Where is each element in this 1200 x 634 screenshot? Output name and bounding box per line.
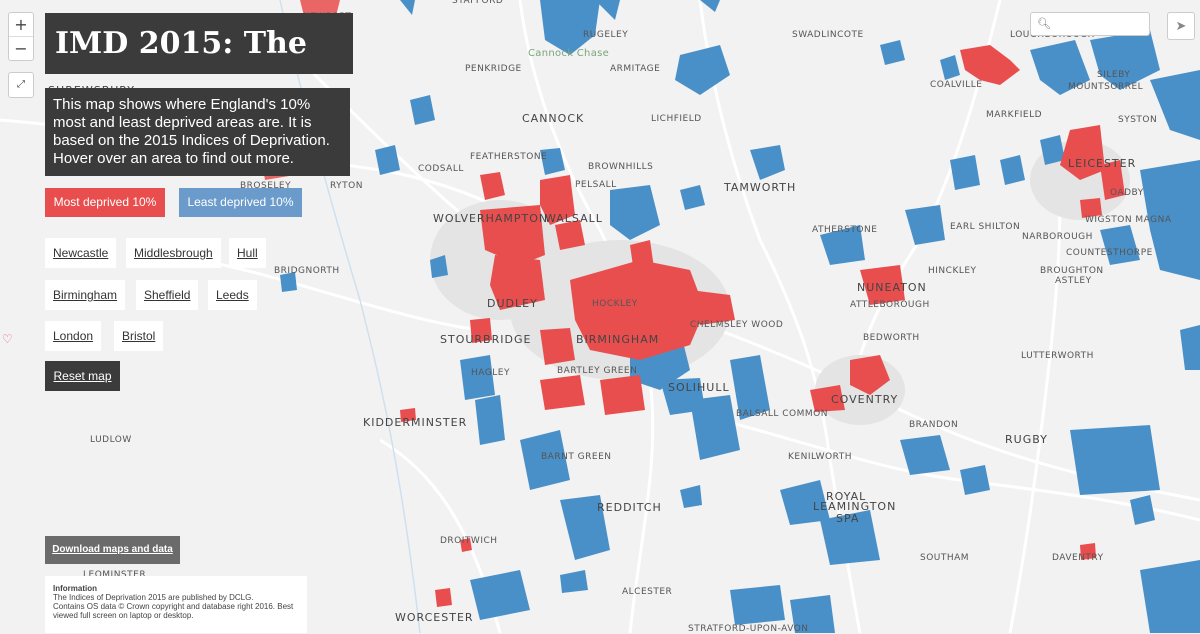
city-link-hull[interactable]: Hull bbox=[229, 238, 266, 268]
place-label: CANNOCK bbox=[522, 112, 585, 125]
place-label: BRIDGNORTH bbox=[274, 266, 340, 276]
place-label: SOUTHAM bbox=[920, 553, 970, 563]
place-label: STAFFORD bbox=[452, 0, 504, 6]
zoom-in-button[interactable]: + bbox=[14, 15, 28, 34]
place-label: PELSALL bbox=[575, 180, 617, 190]
place-label: LICHFIELD bbox=[651, 114, 702, 124]
info-heading: Information bbox=[53, 584, 97, 593]
place-label: BROUGHTON bbox=[1040, 266, 1104, 276]
place-label: TAMWORTH bbox=[724, 181, 797, 194]
most-deprived-button[interactable]: Most deprived 10% bbox=[45, 188, 165, 217]
map-description: This map shows where England's 10% most … bbox=[45, 88, 350, 176]
download-button[interactable]: Download maps and data bbox=[45, 536, 180, 564]
search-input[interactable] bbox=[1053, 15, 1149, 35]
locate-icon[interactable]: ➤ bbox=[1167, 12, 1195, 40]
fullscreen-icon[interactable]: ⤢ bbox=[8, 72, 34, 98]
place-label: COUNTESTHORPE bbox=[1066, 248, 1153, 258]
place-label: SYSTON bbox=[1118, 115, 1158, 125]
place-label: SPA bbox=[836, 512, 860, 525]
city-link-london[interactable]: London bbox=[45, 321, 102, 351]
place-label: STOURBRIDGE bbox=[440, 333, 532, 346]
place-label: COALVILLE bbox=[930, 80, 983, 90]
least-deprived-button[interactable]: Least deprived 10% bbox=[179, 188, 302, 217]
place-label: Cannock Chase bbox=[528, 48, 610, 59]
place-label: HINCKLEY bbox=[928, 266, 977, 276]
place-label: KIDDERMINSTER bbox=[363, 416, 468, 429]
place-label: NARBOROUGH bbox=[1022, 232, 1093, 242]
least-deprived-areas[interactable] bbox=[280, 0, 1200, 633]
place-label: WIGSTON MAGNA bbox=[1085, 215, 1172, 225]
place-label: RYTON bbox=[330, 181, 363, 191]
place-label: SOLIHULL bbox=[668, 381, 730, 394]
place-label: WOLVERHAMPTON bbox=[433, 212, 549, 225]
place-label: LEAMINGTON bbox=[813, 500, 897, 513]
place-label: LEOMINSTER bbox=[83, 570, 147, 580]
place-label: HOCKLEY bbox=[592, 299, 638, 309]
info-text-line2: Contains OS data © Crown copyright and d… bbox=[53, 602, 294, 620]
place-label: SILEBY bbox=[1097, 70, 1131, 80]
place-label: DAVENTRY bbox=[1052, 553, 1104, 563]
place-label: BARTLEY GREEN bbox=[557, 366, 638, 376]
place-label: RUGBY bbox=[1005, 433, 1048, 446]
place-label: ROYAL bbox=[826, 490, 867, 503]
place-label: HAGLEY bbox=[471, 368, 510, 378]
city-link-bristol[interactable]: Bristol bbox=[114, 321, 164, 351]
place-label: WALSALL bbox=[545, 212, 603, 225]
place-label: DROITWICH bbox=[440, 536, 498, 546]
search-icon: 🔍︎ bbox=[1037, 18, 1051, 30]
place-label: BIRMINGHAM bbox=[576, 333, 660, 346]
place-label: BROWNHILLS bbox=[588, 162, 654, 172]
place-label: MOUNTSORREL bbox=[1068, 82, 1144, 92]
place-label: KENILWORTH bbox=[788, 452, 853, 462]
info-text-line1: The Indices of Deprivation 2015 are publ… bbox=[53, 593, 254, 602]
zoom-out-button[interactable]: − bbox=[9, 36, 33, 60]
place-label: ATHERSTONE bbox=[812, 225, 878, 235]
heart-icon[interactable]: ♡ bbox=[2, 332, 13, 346]
zoom-control: + − bbox=[8, 12, 34, 61]
place-label: PENKRIDGE bbox=[465, 64, 522, 74]
place-label: EARL SHILTON bbox=[950, 222, 1021, 232]
place-label: OADBY bbox=[1110, 188, 1144, 198]
city-link-newcastle[interactable]: Newcastle bbox=[45, 238, 117, 268]
place-label: ARMITAGE bbox=[610, 64, 661, 74]
place-label: DUDLEY bbox=[487, 297, 538, 310]
place-label: LUTTERWORTH bbox=[1021, 351, 1094, 361]
city-link-birmingham[interactable]: Birmingham bbox=[45, 280, 126, 310]
reset-map-button[interactable]: Reset map bbox=[45, 361, 120, 391]
place-label: RUGELEY bbox=[583, 30, 629, 40]
city-link-sheffield[interactable]: Sheffield bbox=[136, 280, 199, 310]
place-label: BRANDON bbox=[909, 420, 959, 430]
place-label: BROSELEY bbox=[240, 181, 292, 191]
place-label: BALSALL COMMON bbox=[736, 409, 828, 419]
city-link-middlesbrough[interactable]: Middlesbrough bbox=[126, 238, 221, 268]
place-label: BARNT GREEN bbox=[541, 452, 612, 462]
city-link-leeds[interactable]: Leeds bbox=[208, 280, 257, 310]
place-label: BEDWORTH bbox=[863, 333, 920, 343]
place-label: SWADLINCOTE bbox=[792, 30, 864, 40]
place-label: CHELMSLEY WOOD bbox=[690, 320, 784, 330]
info-box: Information The Indices of Deprivation 2… bbox=[45, 576, 307, 633]
place-label: LUDLOW bbox=[90, 435, 132, 445]
place-label: ALCESTER bbox=[622, 587, 673, 597]
place-label: ASTLEY bbox=[1055, 276, 1092, 286]
page-title: IMD 2015: The 10% bbox=[45, 13, 353, 122]
place-label: LEICESTER bbox=[1068, 157, 1137, 170]
place-label: MARKFIELD bbox=[986, 110, 1043, 120]
place-label: ATTLEBOROUGH bbox=[850, 300, 930, 310]
place-label: NUNEATON bbox=[857, 281, 927, 294]
place-label: STRATFORD-UPON-AVON bbox=[688, 624, 809, 634]
search-box[interactable]: 🔍︎ bbox=[1030, 12, 1150, 36]
place-label: COVENTRY bbox=[831, 393, 899, 406]
place-label: REDDITCH bbox=[597, 501, 662, 514]
place-label: FEATHERSTONE bbox=[470, 152, 548, 162]
place-label: CODSALL bbox=[418, 164, 464, 174]
place-label: WORCESTER bbox=[395, 611, 474, 624]
